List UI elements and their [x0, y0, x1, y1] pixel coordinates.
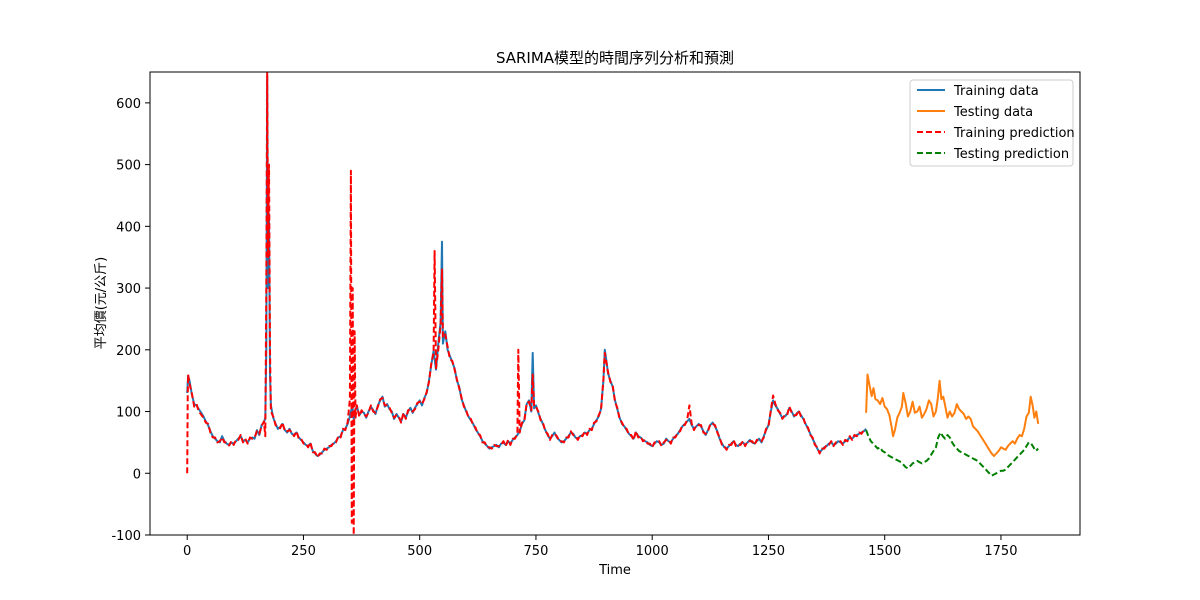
y-axis: -100 0 100 200 300 400 500 600: [111, 97, 150, 544]
x-axis-title: Time: [598, 563, 631, 578]
x-tick-label: 1250: [752, 544, 785, 559]
series-layer: [186, 72, 1040, 535]
x-tick-label: 0: [183, 544, 191, 559]
y-tick-label: -100: [111, 529, 141, 544]
y-tick-label: 200: [116, 344, 141, 359]
chart-title: SARIMA模型的時間序列分析和預測: [496, 49, 734, 67]
y-tick-label: 100: [116, 406, 141, 421]
plot-frame: [149, 71, 1081, 536]
y-tick-label: 500: [116, 159, 141, 174]
x-tick-label: 1500: [868, 544, 901, 559]
y-axis-title: 平均價(元/公斤): [94, 257, 109, 350]
x-tick-label: 500: [407, 544, 432, 559]
series-line-testing-prediction: [865, 429, 1039, 477]
legend: Training data Testing data Training pred…: [909, 79, 1075, 167]
x-tick-label: 1750: [984, 544, 1017, 559]
x-tick-label: 750: [524, 544, 549, 559]
y-tick-label: 300: [116, 282, 141, 297]
y-tick-label: 600: [116, 97, 141, 112]
series-line-training-prediction: [186, 72, 867, 535]
legend-box: [909, 79, 1074, 167]
legend-label-training-prediction: Training prediction: [953, 126, 1075, 141]
series-line-testing-data: [865, 373, 1040, 457]
x-tick-label: 1000: [636, 544, 669, 559]
y-tick-label: 0: [133, 467, 141, 482]
x-tick-label: 250: [291, 544, 316, 559]
legend-label-training-data: Training data: [953, 84, 1039, 99]
legend-label-testing-data: Testing data: [953, 105, 1033, 120]
y-tick-label: 400: [116, 220, 141, 235]
legend-label-testing-prediction: Testing prediction: [953, 147, 1069, 162]
x-axis: 0 250 500 750 1000 1250 1500 1750: [183, 535, 1017, 559]
